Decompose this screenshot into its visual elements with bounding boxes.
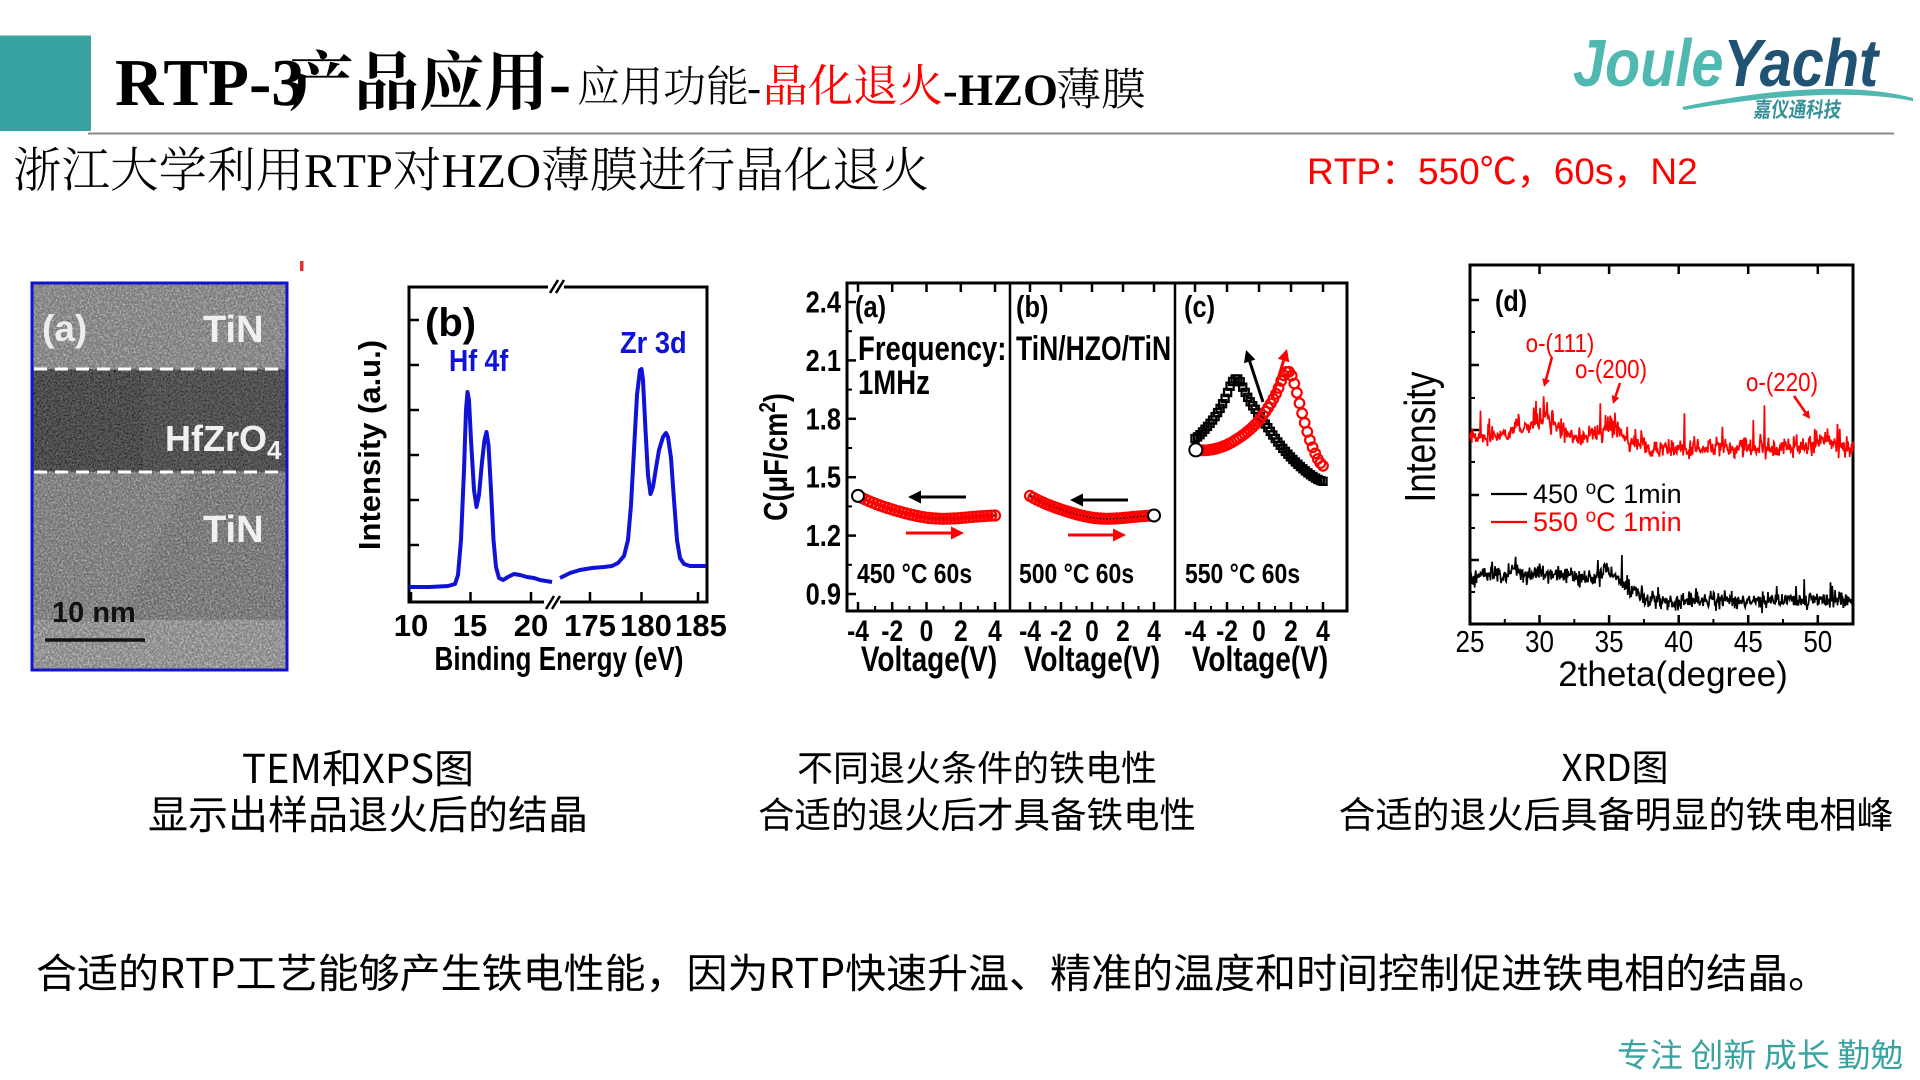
svg-text:Voltage(V): Voltage(V)	[861, 639, 997, 679]
svg-text:(a): (a)	[855, 290, 886, 325]
svg-text:o-(220): o-(220)	[1746, 368, 1818, 397]
svg-text:C(μF/cm2): C(μF/cm2)	[755, 393, 794, 521]
svg-text:1.8: 1.8	[806, 402, 841, 437]
svg-text:30: 30	[1525, 625, 1554, 660]
svg-text:Intensity: Intensity	[1396, 371, 1445, 502]
svg-text:1MHz: 1MHz	[858, 363, 930, 401]
svg-text:Voltage(V): Voltage(V)	[1192, 639, 1328, 679]
svg-text:50: 50	[1803, 625, 1832, 660]
svg-text:0: 0	[1085, 614, 1099, 648]
svg-text:15: 15	[453, 608, 487, 643]
svg-text:-4: -4	[1019, 614, 1042, 648]
svg-text:-4: -4	[1184, 614, 1207, 648]
svg-text:0: 0	[920, 614, 934, 648]
svg-text:-2: -2	[881, 614, 903, 648]
svg-text:(b): (b)	[425, 301, 476, 345]
svg-text:4: 4	[1147, 614, 1161, 648]
svg-text:-4: -4	[847, 614, 870, 648]
svg-text:2.4: 2.4	[806, 285, 842, 320]
svg-text:0: 0	[1252, 614, 1266, 648]
svg-text:2: 2	[1284, 614, 1298, 648]
svg-text:450 °C 60s: 450 °C 60s	[857, 559, 972, 590]
svg-text:(c): (c)	[1184, 290, 1215, 325]
svg-text:1.2: 1.2	[806, 519, 841, 554]
svg-text:TiN/HZO/TiN: TiN/HZO/TiN	[1016, 330, 1171, 368]
svg-text:o-(111): o-(111)	[1526, 329, 1595, 358]
svg-text:25: 25	[1456, 625, 1485, 660]
svg-text:10 nm: 10 nm	[52, 597, 136, 629]
svg-text:550 °C 60s: 550 °C 60s	[1185, 559, 1300, 590]
svg-text:4: 4	[988, 614, 1002, 648]
svg-text:2: 2	[954, 614, 968, 648]
svg-text:20: 20	[514, 608, 548, 643]
svg-text:Intensity (a.u.): Intensity (a.u.)	[352, 340, 387, 550]
svg-text:2: 2	[1116, 614, 1130, 648]
svg-text:2.1: 2.1	[806, 344, 841, 379]
svg-text:-2: -2	[1216, 614, 1238, 648]
svg-text:(b): (b)	[1016, 290, 1048, 325]
svg-text:TiN: TiN	[203, 509, 264, 551]
svg-text:1.5: 1.5	[806, 460, 841, 495]
svg-text:-2: -2	[1050, 614, 1072, 648]
svg-text:0.9: 0.9	[806, 577, 841, 612]
svg-text:185: 185	[675, 608, 727, 643]
svg-text:500 °C 60s: 500 °C 60s	[1019, 559, 1134, 590]
svg-text:2theta(degree): 2theta(degree)	[1558, 655, 1788, 694]
svg-text:180: 180	[620, 608, 672, 643]
svg-text:Hf 4f: Hf 4f	[449, 344, 509, 378]
svg-text:4: 4	[1316, 614, 1330, 648]
svg-text:(d): (d)	[1495, 284, 1527, 318]
svg-text:TiN: TiN	[203, 309, 264, 351]
svg-text:HfZrO4: HfZrO4	[165, 418, 282, 465]
svg-text:Voltage(V): Voltage(V)	[1024, 639, 1160, 679]
svg-text:10: 10	[394, 608, 428, 643]
svg-text:550 oC 1min: 550 oC 1min	[1533, 506, 1682, 537]
svg-text:450 oC 1min: 450 oC 1min	[1533, 478, 1682, 509]
svg-text:45: 45	[1734, 625, 1763, 660]
svg-text:175: 175	[564, 608, 616, 643]
svg-text:Frequency:: Frequency:	[858, 329, 1006, 367]
svg-text:35: 35	[1595, 625, 1624, 660]
svg-text:(a): (a)	[42, 308, 87, 349]
svg-text:JouleYacht: JouleYacht	[1573, 26, 1880, 101]
svg-text:o-(200): o-(200)	[1575, 355, 1647, 384]
svg-text:40: 40	[1664, 625, 1693, 660]
svg-text:Binding Energy (eV): Binding Energy (eV)	[435, 641, 684, 678]
svg-text:Zr 3d: Zr 3d	[620, 326, 687, 360]
